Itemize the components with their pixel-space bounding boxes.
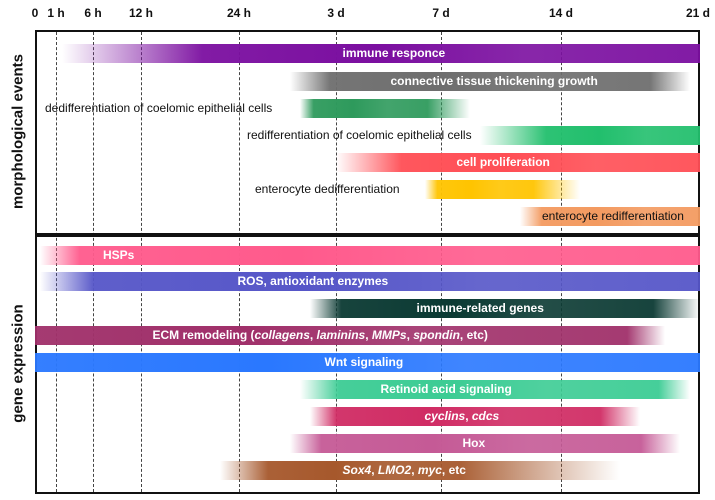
morphological_events-bar xyxy=(336,153,700,172)
gene_expression-bar xyxy=(220,461,620,480)
gene_expression-label-part: , xyxy=(309,328,317,342)
gene_expression-label-part: collagens xyxy=(254,328,310,342)
gene_expression-label-part: cyclins xyxy=(424,409,466,423)
gene_expression-bar xyxy=(40,246,700,265)
gene_expression-label-part: spondin xyxy=(413,328,460,342)
morphological_events-label: immune responce xyxy=(342,46,446,60)
gene_expression-label: immune-related genes xyxy=(416,301,544,315)
gene_expression-label-part: , xyxy=(406,328,414,342)
gene_expression-label-part: cdcs xyxy=(471,409,500,423)
gene_expression-label: Retinoid acid signaling xyxy=(380,382,512,396)
gene_expression-label: Sox4, LMO2, myc, etc xyxy=(343,461,466,480)
gene_expression-bar xyxy=(310,407,640,426)
gene_expression-bar xyxy=(310,299,700,318)
morphological_events-bar xyxy=(62,44,700,63)
gene_expression-bar xyxy=(40,272,700,291)
morphological_events-label: redifferentiation of coelomic epithelial… xyxy=(247,128,472,142)
gene_expression-label: ECM remodeling (collagens, laminins, MMP… xyxy=(153,326,488,345)
morphological_events-label: enterocyte dedifferentiation xyxy=(255,182,400,196)
gene_expression-label-part: LMO2 xyxy=(377,463,412,477)
morphological_events-bar xyxy=(290,72,690,91)
gene_expression-label-part: ECM remodeling ( xyxy=(152,328,255,342)
gene_expression-label-part: , xyxy=(465,409,472,423)
morphological_events-label: enterocyte redifferentiation xyxy=(542,209,684,223)
gene_expression-label-part: Sox4 xyxy=(342,463,372,477)
gene_expression-label: Wnt signaling xyxy=(324,355,404,369)
gene_expression-label: Hox xyxy=(462,436,486,450)
morphological_events-label: connective tissue thickening growth xyxy=(390,74,598,88)
gene_expression-label: ROS, antioxidant enzymes xyxy=(237,274,389,288)
gene_expression-label-part: myc xyxy=(417,463,442,477)
gene_expression-bar xyxy=(35,326,665,345)
morphological_events-bar xyxy=(520,207,700,226)
time-tick-label: 3 d xyxy=(327,6,345,20)
gene_expression-label-part: MMPs xyxy=(371,328,407,342)
gene_expression-label: cyclins, cdcs xyxy=(425,407,500,426)
gene_expression-bar xyxy=(290,434,680,453)
gene_expression-label-part: , etc xyxy=(441,463,466,477)
morphological_events-label: dedifferentiation of coelomic epithelial… xyxy=(45,101,273,115)
time-tick-label: 0 xyxy=(31,6,39,20)
morphological_events-bar xyxy=(425,180,580,199)
gene_expression-bar xyxy=(35,353,700,372)
time-tick-label: 1 h xyxy=(47,6,65,20)
gene_expression-label-part: laminins xyxy=(316,328,366,342)
time-tick-label: 12 h xyxy=(128,6,154,20)
time-tick-label: 6 h xyxy=(84,6,102,20)
morphological_events-bar xyxy=(480,126,700,145)
gene_expression-label-part: , etc) xyxy=(459,328,488,342)
gene_expression-bar xyxy=(300,380,690,399)
gene_expression-label-part: , xyxy=(365,328,372,342)
time-tick-label: 7 d xyxy=(432,6,450,20)
gene_expression-label: HSPs xyxy=(103,248,135,262)
section-label-gene-expression: gene expression xyxy=(9,304,27,423)
gene_expression-label-part: , xyxy=(411,463,418,477)
time-tick-label: 14 d xyxy=(548,6,574,20)
gene_expression-label-part: , xyxy=(371,463,378,477)
morphological_events-bar xyxy=(300,99,470,118)
section-label-morphological: morphological events xyxy=(9,53,27,210)
time-tick-label: 21 d xyxy=(685,6,711,20)
time-tick-label: 24 h xyxy=(226,6,252,20)
morphological_events-label: cell proliferation xyxy=(456,155,550,169)
